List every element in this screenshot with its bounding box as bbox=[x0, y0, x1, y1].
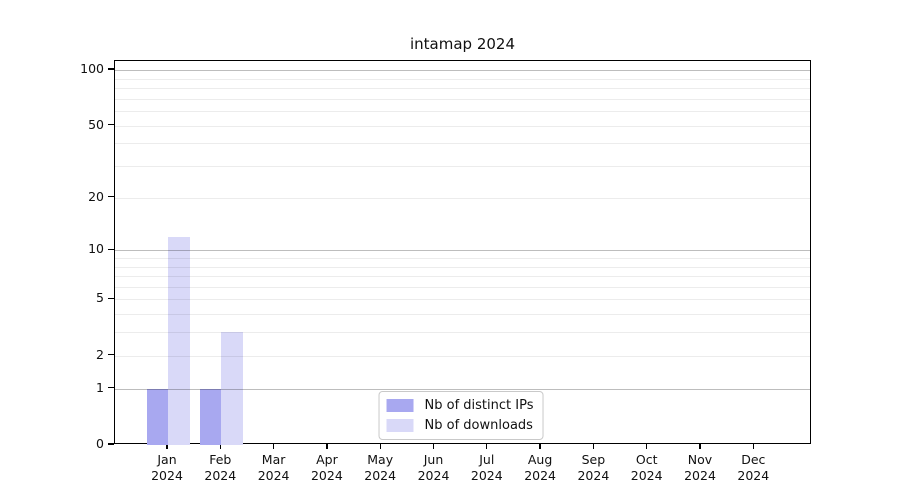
x-tick-mark-may bbox=[379, 444, 381, 449]
x-tick-label-jun: Jun 2024 bbox=[417, 452, 450, 483]
y-tick-label-2: 2 bbox=[96, 346, 104, 362]
y-tick-label-20: 20 bbox=[88, 188, 104, 204]
minor-gridline-60 bbox=[115, 111, 810, 113]
minor-gridline-30 bbox=[115, 166, 810, 168]
major-gridline-100 bbox=[115, 70, 810, 72]
minor-gridline-40 bbox=[115, 143, 810, 145]
minor-gridline-9 bbox=[115, 258, 810, 259]
x-tick-label-jan: Jan 2024 bbox=[151, 452, 183, 483]
x-tick-label-jul: Jul 2024 bbox=[470, 452, 503, 483]
downloads-swatch bbox=[386, 419, 414, 432]
minor-gridline-70 bbox=[115, 98, 810, 100]
minor-gridline-2 bbox=[115, 355, 810, 357]
y-tick-mark-1 bbox=[108, 387, 114, 389]
x-tick-label-dec: Dec 2024 bbox=[737, 452, 770, 483]
legend-entry-downloads: Nb of downloads bbox=[386, 418, 534, 433]
minor-gridline-20 bbox=[115, 197, 810, 199]
y-tick-label-10: 10 bbox=[88, 241, 104, 257]
x-tick-label-nov: Nov 2024 bbox=[684, 452, 716, 483]
y-tick-label-5: 5 bbox=[96, 290, 104, 306]
minor-gridline-80 bbox=[115, 88, 810, 90]
x-tick-label-aug: Aug 2024 bbox=[524, 452, 556, 483]
y-tick-mark-50 bbox=[108, 123, 114, 126]
x-tick-mark-jan bbox=[166, 444, 168, 449]
minor-gridline-7 bbox=[115, 276, 810, 278]
chart-title: intamap 2024 bbox=[409, 35, 515, 53]
x-tick-mark-jul bbox=[486, 444, 488, 449]
x-tick-label-may: May 2024 bbox=[364, 452, 397, 483]
minor-gridline-6 bbox=[115, 286, 810, 288]
legend-entry-distinct-ips: Nb of distinct IPs bbox=[386, 398, 534, 413]
minor-gridline-3 bbox=[115, 332, 810, 334]
minor-gridline-90 bbox=[115, 78, 810, 80]
bar-distinct-ips-feb bbox=[199, 388, 222, 445]
legend-label-downloads: Nb of downloads bbox=[424, 418, 533, 433]
x-tick-mark-feb bbox=[219, 444, 221, 449]
y-tick-mark-0 bbox=[108, 443, 114, 445]
y-tick-mark-20 bbox=[108, 196, 114, 198]
y-tick-mark-100 bbox=[108, 68, 114, 70]
x-tick-label-feb: Feb 2024 bbox=[204, 452, 237, 483]
x-tick-mark-oct bbox=[646, 444, 648, 449]
x-tick-mark-mar bbox=[272, 444, 275, 449]
y-tick-label-50: 50 bbox=[88, 116, 104, 132]
minor-gridline-4 bbox=[115, 314, 810, 316]
bar-distinct-ips-jan bbox=[146, 388, 168, 445]
x-tick-mark-dec bbox=[752, 444, 754, 449]
x-tick-mark-aug bbox=[539, 444, 541, 449]
legend-label-distinct-ips: Nb of distinct IPs bbox=[424, 398, 534, 413]
y-tick-mark-2 bbox=[108, 354, 114, 356]
x-tick-mark-apr bbox=[326, 444, 328, 449]
bar-downloads-feb bbox=[221, 332, 243, 445]
minor-gridline-5 bbox=[115, 299, 810, 301]
x-tick-mark-nov bbox=[699, 444, 701, 449]
x-tick-mark-jun bbox=[432, 444, 435, 449]
y-tick-mark-5 bbox=[108, 297, 114, 300]
legend: Nb of distinct IPs Nb of downloads bbox=[378, 391, 544, 440]
x-tick-label-oct: Oct 2024 bbox=[630, 452, 663, 483]
y-tick-mark-10 bbox=[108, 248, 114, 250]
y-tick-label-0: 0 bbox=[96, 436, 104, 451]
x-tick-label-apr: Apr 2024 bbox=[310, 452, 343, 483]
minor-gridline-50 bbox=[115, 125, 810, 127]
x-tick-label-sep: Sep 2024 bbox=[577, 452, 610, 483]
minor-gridline-8 bbox=[115, 266, 810, 268]
y-tick-label-100: 100 bbox=[80, 61, 104, 77]
x-tick-label-mar: Mar 2024 bbox=[257, 452, 290, 483]
distinct-ips-swatch bbox=[386, 399, 414, 412]
x-tick-mark-sep bbox=[592, 444, 595, 449]
y-tick-label-1: 1 bbox=[96, 379, 104, 395]
major-gridline-10 bbox=[115, 250, 810, 252]
plot-area: Nb of distinct IPs Nb of downloads bbox=[114, 60, 811, 445]
bar-downloads-jan bbox=[168, 236, 190, 445]
